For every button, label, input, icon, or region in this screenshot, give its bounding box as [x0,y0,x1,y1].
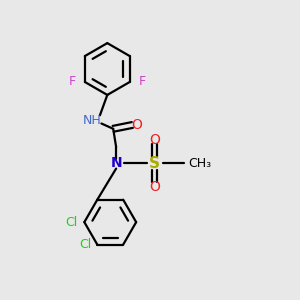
Text: S: S [149,156,160,171]
Text: O: O [149,133,160,147]
Text: O: O [131,118,142,132]
Text: F: F [69,76,76,88]
Text: CH₃: CH₃ [188,157,212,170]
Text: Cl: Cl [65,216,77,229]
Text: Cl: Cl [79,238,91,251]
Text: N: N [110,156,122,170]
Text: F: F [139,76,146,88]
Text: NH: NH [83,114,102,127]
Text: O: O [149,180,160,194]
